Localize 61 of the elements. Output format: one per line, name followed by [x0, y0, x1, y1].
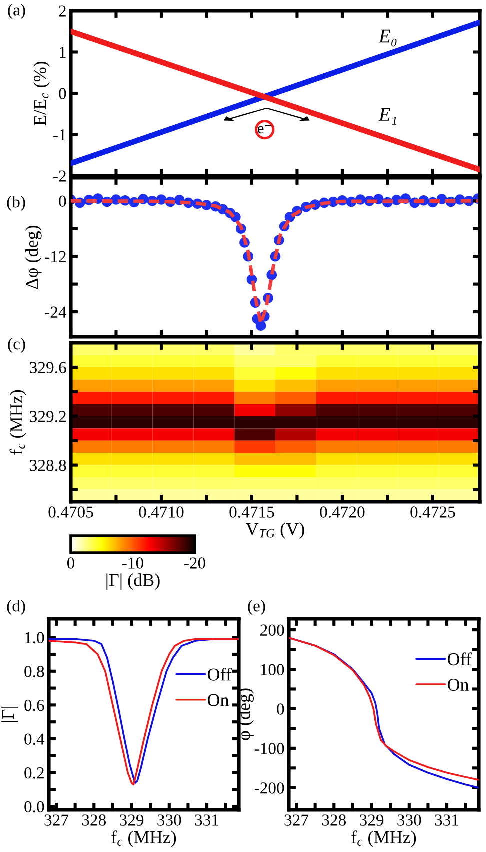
y-tick-label: -24 — [45, 306, 67, 318]
chart-title: (a) — [8, 4, 26, 20]
x-tick-label: 0.4710 — [139, 506, 184, 518]
color-bar-label: -10 — [122, 558, 144, 569]
legend-label: Off — [208, 668, 232, 681]
y-tick-label: 0.6 — [24, 700, 44, 712]
y-tick-label: -200 — [254, 782, 284, 794]
x-tick-label: 327 — [44, 814, 69, 826]
y-tick-label: 0 — [59, 196, 66, 208]
color-bar-label: -20 — [184, 558, 206, 569]
x-tick-label: 329 — [120, 814, 144, 826]
chart-title: (e) — [248, 600, 266, 616]
x-tick-label: 331 — [195, 814, 219, 826]
y-tick-label: 328.8 — [30, 460, 66, 472]
x-tick-label: 330 — [398, 814, 422, 826]
y-tick-label: 0 — [277, 704, 284, 715]
y-tick-label: -2 — [54, 170, 66, 182]
x-axis-title: f$_{c}$ (MHz) — [112, 830, 176, 848]
x-tick-label: 328 — [82, 814, 106, 826]
x-tick-label: 330 — [158, 814, 182, 826]
y-tick-label: -1 — [54, 130, 66, 141]
y-tick-label: 2 — [59, 6, 66, 17]
y-tick-label: -12 — [45, 251, 66, 262]
x-axis-title: V$_{TG}$ (V) — [246, 522, 304, 540]
x-tick-label: 331 — [435, 814, 459, 826]
y-tick-label: 0.0 — [24, 801, 44, 813]
y-tick-label: 0 — [59, 88, 66, 100]
y-axis-title: f$_{c}$ (MHz) — [10, 390, 26, 455]
x-tick-label: 328 — [322, 814, 346, 826]
y-tick-label: 0.4 — [24, 734, 45, 746]
x-tick-label: 329 — [360, 814, 384, 826]
color-bar-title: |Γ| (dB) — [106, 574, 160, 590]
legend-label: On — [208, 694, 230, 706]
y-tick-label: 329.6 — [30, 362, 66, 374]
series-label: E₀ — [378, 30, 397, 47]
y-tick-label: 0.2 — [24, 768, 44, 779]
legend-label: On — [448, 678, 470, 692]
x-tick-label: 0.4705 — [48, 506, 94, 518]
x-tick-label: 0.4720 — [320, 506, 365, 518]
y-tick-label: 100 — [261, 664, 284, 676]
color-bar-label: 0 — [67, 558, 75, 569]
text: (b) — [7, 196, 26, 212]
annotation: e⁻ — [258, 125, 272, 134]
y-axis-title: E/E$_{c}$ (%) — [34, 62, 50, 126]
x-tick-label: 0.4725 — [410, 506, 456, 518]
chart-title: (c) — [8, 338, 26, 354]
x-tick-label: 327 — [284, 814, 309, 826]
series-label: E₁ — [378, 108, 396, 125]
y-tick-label: 0.8 — [24, 666, 44, 678]
x-tick-label: 0.4715 — [230, 506, 274, 518]
y-tick-label: 329.2 — [30, 411, 66, 422]
x-axis-title: f$_{c}$ (MHz) — [352, 830, 416, 848]
y-axis-title: Δφ (deg) — [25, 226, 42, 290]
y-tick-label: 200 — [260, 624, 284, 636]
y-tick-label: 1 — [60, 47, 66, 58]
y-tick-label: 1.0 — [25, 632, 44, 644]
legend-label: Off — [448, 652, 472, 666]
y-tick-label: -100 — [254, 743, 284, 754]
y-axis-title: |Γ| — [2, 707, 18, 722]
point — [256, 320, 266, 332]
chart-title: (d) — [7, 600, 26, 616]
